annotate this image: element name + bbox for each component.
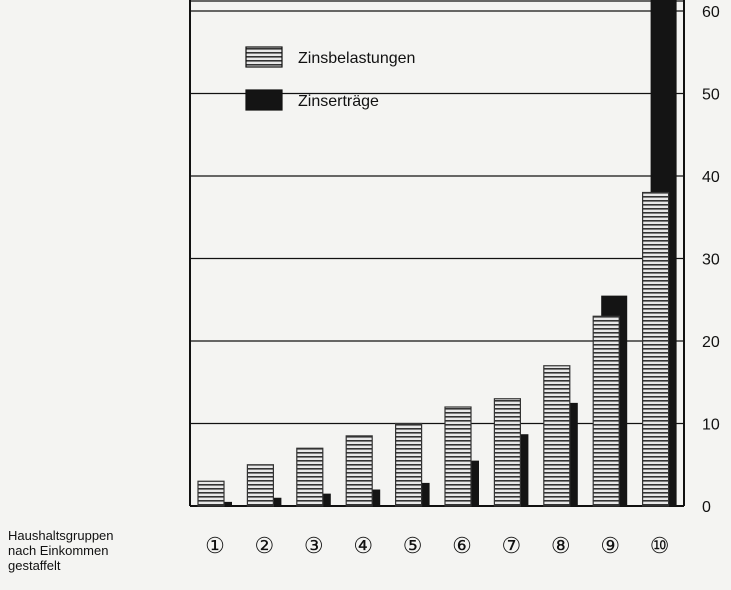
x-tick-label: ④	[353, 533, 373, 558]
y-tick-label: 60	[702, 4, 720, 21]
bar-zinsbelastungen	[543, 365, 571, 507]
x-tick-label: ⑧	[551, 533, 571, 558]
x-axis-label-line: Haushaltsgruppen	[8, 528, 114, 543]
bars-layer	[197, 0, 677, 507]
y-tick-label: 20	[702, 334, 720, 351]
y-tick-label: 50	[702, 87, 720, 104]
legend-swatch	[245, 46, 283, 68]
legend-swatch	[245, 89, 283, 111]
x-tick-label: ⑤	[403, 533, 423, 558]
x-tick-label: ⑥	[452, 533, 472, 558]
x-tick-label: ③	[304, 533, 324, 558]
x-tick-label: ②	[255, 533, 275, 558]
bar-zinsbelastungen	[345, 435, 373, 507]
bar-zinsbelastungen	[296, 447, 324, 507]
x-axis-label: Haushaltsgruppen nach Einkommen gestaffe…	[8, 528, 114, 573]
y-tick-label: 0	[702, 499, 711, 516]
bar-zinsbelastungen	[444, 406, 472, 507]
bar-zinsbelastungen	[592, 315, 620, 507]
y-tick-label: 30	[702, 252, 720, 269]
axis-layer: 0 10 20 30 40 50 60 ① ② ③ ④ ⑤ ⑥ ⑦ ⑧ ⑨ ⑩	[189, 0, 720, 558]
x-tick-label: ⑨	[600, 533, 620, 558]
bar-zinsbelastungen	[197, 480, 225, 507]
y-tick-label: 40	[702, 169, 720, 186]
legend-item-zinserträge: Zinserträge	[298, 93, 379, 110]
bar-zinsbelastungen	[493, 398, 521, 507]
x-tick-label: ⑦	[502, 533, 522, 558]
bar-zinsbelastungen	[246, 464, 274, 507]
x-axis-label-line: gestaffelt	[8, 558, 61, 573]
x-axis-label-line: nach Einkommen	[8, 543, 109, 558]
x-tick-label: ⑩	[650, 533, 670, 558]
bar-zinsbelastungen	[395, 422, 423, 507]
legend: Zinsbelastungen Zinserträge	[245, 46, 415, 111]
x-tick-label: ①	[205, 533, 225, 558]
legend-item-zinsbelastungen: Zinsbelastungen	[298, 50, 415, 67]
bar-zinsbelastungen	[641, 191, 670, 507]
y-tick-label: 10	[702, 417, 720, 434]
